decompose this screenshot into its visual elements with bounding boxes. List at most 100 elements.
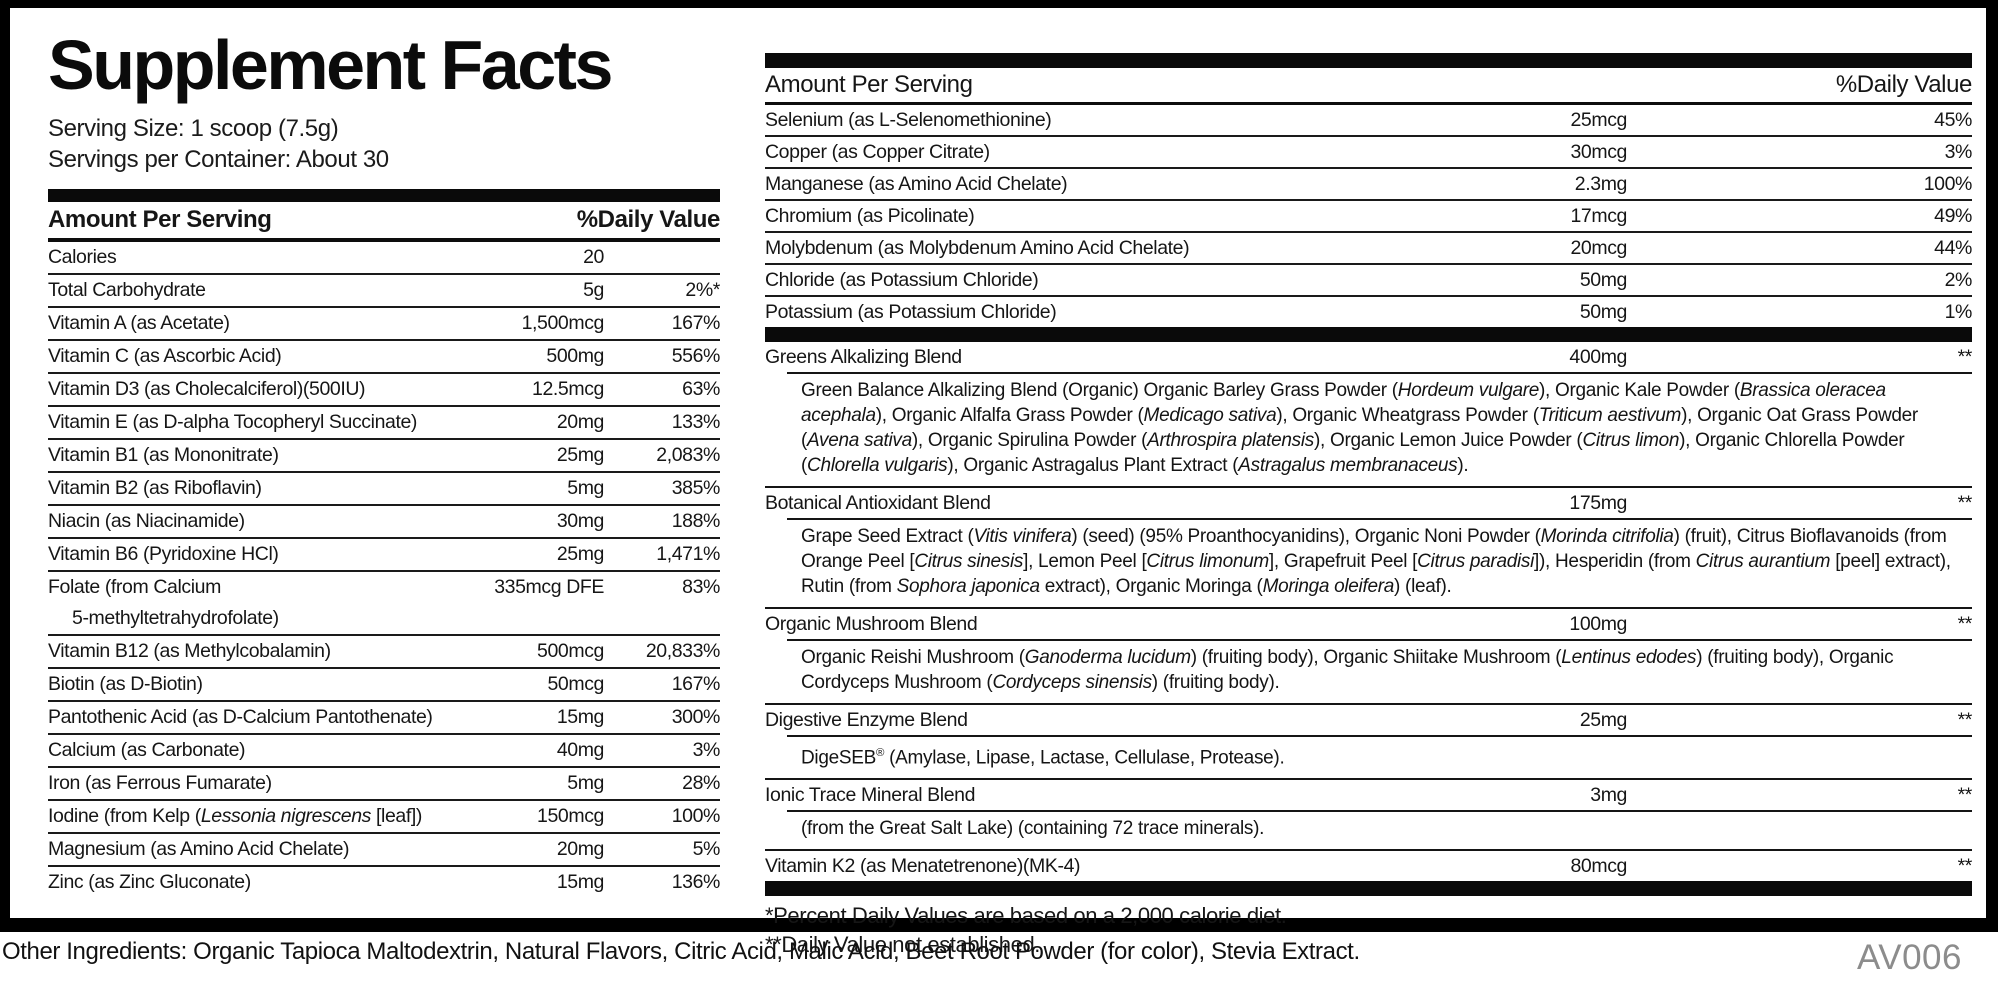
- nutrient-daily-value: 2%: [1944, 269, 1973, 291]
- table-row: Vitamin B6 (Pyridoxine HCl) 25mg 1,471%: [48, 537, 720, 570]
- nutrient-daily-value: 1,471%: [656, 543, 720, 566]
- nutrient-amount: 12.5mcg: [532, 378, 604, 401]
- nutrient-amount: 20mg: [556, 411, 605, 434]
- blend-ingredients: (from the Great Salt Lake) (containing 7…: [801, 818, 1265, 840]
- nutrient-daily-value: 45%: [1934, 109, 1972, 131]
- nutrient-daily-value: 3%: [692, 739, 721, 762]
- table-row: Chromium (as Picolinate) 17mcg 49%: [765, 199, 1972, 231]
- nutrient-amount: 50mg: [1579, 269, 1628, 291]
- nutrient-amount: 20mg: [556, 838, 605, 861]
- nutrient-name: Vitamin D3 (as Cholecalciferol)(500IU): [48, 378, 366, 401]
- nutrient-daily-value: 100%: [671, 805, 721, 828]
- blend-name: Botanical Antioxidant Blend: [765, 492, 991, 514]
- nutrient-daily-value: 2,083%: [656, 444, 720, 467]
- nutrient-daily-value: 385%: [671, 477, 721, 500]
- nutrient-daily-value: 28%: [682, 772, 720, 795]
- blend-name: Greens Alkalizing Blend: [765, 346, 962, 368]
- blend-ingredients: Organic Reishi Mushroom (Ganoderma lucid…: [801, 647, 1894, 693]
- table-row: Magnesium (as Amino Acid Chelate) 20mg 5…: [48, 832, 720, 865]
- nutrient-name: Zinc (as Zinc Gluconate): [48, 871, 251, 894]
- blend-name: Ionic Trace Mineral Blend: [765, 784, 976, 807]
- nutrient-name: Biotin (as D-Biotin): [48, 673, 203, 696]
- blend-header-row: Organic Mushroom Blend 100mg **: [765, 609, 1972, 639]
- servings-per-container: Servings per Container: About 30: [48, 146, 389, 174]
- nutrient-name: Magnesium (as Amino Acid Chelate): [48, 838, 350, 861]
- blend-daily-value: **: [1957, 709, 1973, 731]
- nutrient-amount: 80mcg: [1570, 855, 1627, 878]
- nutrient-daily-value: 556%: [671, 345, 721, 368]
- nutrient-amount: 5mg: [567, 477, 604, 500]
- product-code: AV006: [1857, 938, 1962, 977]
- nutrient-name: Iodine (from Kelp (Lessonia nigrescens […: [48, 805, 422, 828]
- blend-header-row: Ionic Trace Mineral Blend 3mg **: [765, 780, 1972, 810]
- amount-per-serving-header: Amount Per Serving: [48, 206, 272, 234]
- blend-section: Botanical Antioxidant Blend 175mg ** Gra…: [765, 486, 1972, 607]
- nutrient-amount: 25mg: [556, 543, 605, 566]
- nutrient-amount: 25mcg: [1570, 109, 1627, 131]
- divider-bar: [765, 881, 1972, 897]
- blend-amount: 400mg: [1569, 346, 1627, 368]
- blend-amount: 175mg: [1569, 492, 1627, 514]
- nutrient-name: Niacin (as Niacinamide): [48, 510, 245, 533]
- nutrient-amount: 20: [583, 246, 604, 269]
- blend-rule: [787, 810, 1972, 813]
- nutrient-name: Iron (as Ferrous Fumarate): [48, 772, 272, 795]
- table-row: Iodine (from Kelp (Lessonia nigrescens […: [48, 799, 720, 832]
- table-row: Total Carbohydrate 5g 2%*: [48, 273, 720, 306]
- daily-value-header: %Daily Value: [1835, 71, 1973, 98]
- blend-daily-value: **: [1957, 613, 1973, 635]
- table-row: Selenium (as L-Selenomethionine) 25mcg 4…: [765, 105, 1972, 135]
- table-row: Calories 20: [48, 242, 720, 273]
- nutrient-daily-value: 3%: [1944, 141, 1973, 163]
- nutrient-daily-value: 136%: [671, 871, 721, 894]
- nutrient-amount: 335mcg DFE: [494, 576, 604, 599]
- nutrient-amount: 5g: [583, 279, 604, 302]
- nutrient-amount: 50mcg: [547, 673, 604, 696]
- blend-daily-value: **: [1957, 784, 1973, 807]
- nutrient-daily-value: 5%: [692, 838, 721, 861]
- nutrient-daily-value: 167%: [671, 673, 721, 696]
- nutrient-name: Vitamin B1 (as Mononitrate): [48, 444, 279, 467]
- nutrient-name: Calcium (as Carbonate): [48, 739, 246, 762]
- table-row: Vitamin K2 (as Menatetrenone)(MK-4) 80mc…: [765, 849, 1972, 881]
- nutrient-daily-value: 83%: [682, 576, 720, 599]
- left-table-header: Amount Per Serving %Daily Value: [48, 202, 721, 243]
- serving-size: Serving Size: 1 scoop (7.5g): [48, 115, 339, 143]
- divider-bar: [48, 189, 720, 203]
- blend-ingredients: DigeSEB® (Amylase, Lipase, Lactase, Cell…: [801, 747, 1285, 769]
- blend-section: Ionic Trace Mineral Blend 3mg ** (from t…: [765, 778, 1972, 849]
- other-ingredients: Other Ingredients: Organic Tapioca Malto…: [2, 938, 1360, 965]
- nutrient-amount: 50mg: [1579, 301, 1628, 323]
- nutrient-daily-value: 188%: [671, 510, 721, 533]
- nutrient-daily-value: 1%: [1944, 301, 1973, 323]
- nutrient-name: Copper (as Copper Citrate): [765, 141, 990, 163]
- blend-rule: [787, 518, 1972, 520]
- blend-section: Greens Alkalizing Blend 400mg ** Green B…: [765, 342, 1972, 486]
- daily-value-header: %Daily Value: [576, 206, 721, 234]
- right-table-header: Amount Per Serving %Daily Value: [765, 68, 1972, 105]
- nutrient-amount: 40mg: [556, 739, 605, 762]
- nutrient-daily-value: 63%: [682, 378, 720, 401]
- blend-amount: 3mg: [1590, 784, 1627, 807]
- divider-bar: [765, 53, 1972, 68]
- blend-section: Digestive Enzyme Blend 25mg ** DigeSEB® …: [765, 703, 1972, 778]
- footnotes: *Percent Daily Values are based on a 2,0…: [765, 896, 1972, 959]
- table-row: Vitamin B1 (as Mononitrate) 25mg 2,083%: [48, 438, 720, 471]
- table-row: Pantothenic Acid (as D-Calcium Pantothen…: [48, 700, 720, 733]
- table-row: Biotin (as D-Biotin) 50mcg 167%: [48, 667, 720, 700]
- nutrient-daily-value: 20,833%: [645, 640, 721, 663]
- nutrient-daily-value: 300%: [671, 706, 721, 729]
- nutrient-name: Vitamin B2 (as Riboflavin): [48, 477, 262, 500]
- table-row: Zinc (as Zinc Gluconate) 15mg 136%: [48, 865, 720, 898]
- blend-name: Organic Mushroom Blend: [765, 613, 978, 635]
- supplement-facts-panel: Supplement Facts Serving Size: 1 scoop (…: [0, 0, 1998, 957]
- nutrient-amount: 500mg: [546, 345, 604, 368]
- table-row: Copper (as Copper Citrate) 30mcg 3%: [765, 135, 1972, 167]
- nutrient-amount: 25mg: [556, 444, 605, 467]
- blend-header-row: Digestive Enzyme Blend 25mg **: [765, 705, 1972, 735]
- blend-daily-value: **: [1957, 346, 1973, 368]
- nutrient-amount: 2.3mg: [1574, 173, 1628, 195]
- table-row: Vitamin A (as Acetate) 1,500mcg 167%: [48, 306, 720, 339]
- nutrient-amount: 30mcg: [1570, 141, 1627, 163]
- nutrient-name: Pantothenic Acid (as D-Calcium Pantothen…: [48, 706, 433, 729]
